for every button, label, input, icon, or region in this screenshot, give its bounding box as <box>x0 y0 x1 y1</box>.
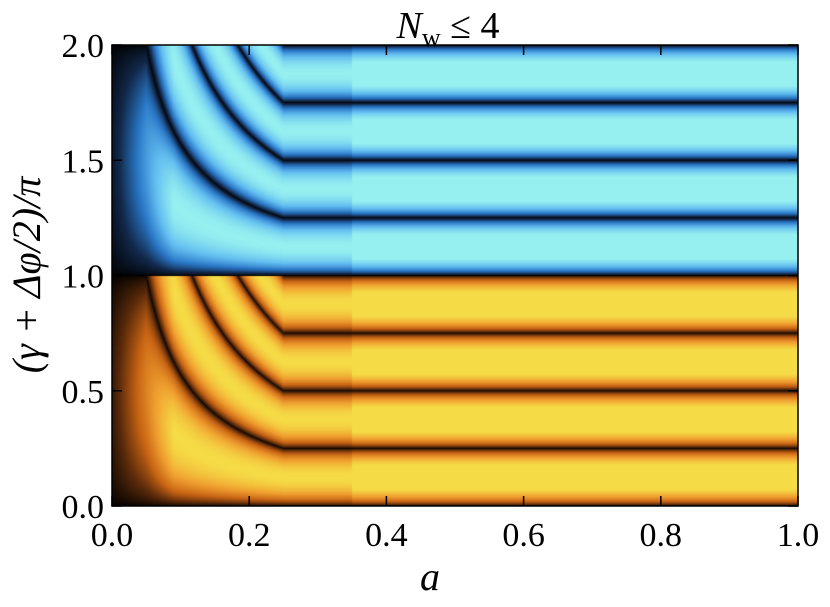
x-tick-label: 1.0 <box>777 517 820 554</box>
y-axis-label: (γ + Δφ/2)/π <box>4 176 49 374</box>
title-main: N <box>396 5 425 47</box>
y-tick-label: 2.0 <box>62 28 105 65</box>
x-axis-ticks: 0.0 0.2 0.4 0.6 0.8 1.0 <box>91 45 820 554</box>
y-tick-label: 0.5 <box>62 374 105 411</box>
y-axis-ticks: 0.0 0.5 1.0 1.5 2.0 <box>62 28 798 526</box>
chart-title: Nw ≤ 4 <box>396 5 500 52</box>
y-tick-label: 0.0 <box>62 489 105 526</box>
x-tick-label: 0.0 <box>91 517 134 554</box>
x-tick-label: 0.4 <box>365 517 408 554</box>
y-tick-label: 1.0 <box>62 259 105 296</box>
title-relation: ≤ 4 <box>441 5 500 47</box>
x-axis-label: a <box>420 554 440 599</box>
x-tick-label: 0.6 <box>502 517 545 554</box>
x-tick-label: 0.8 <box>640 517 683 554</box>
y-tick-label: 1.5 <box>62 143 105 180</box>
x-tick-label: 0.2 <box>228 517 271 554</box>
title-subscript: w <box>422 23 441 52</box>
heatmap-field <box>112 45 798 506</box>
